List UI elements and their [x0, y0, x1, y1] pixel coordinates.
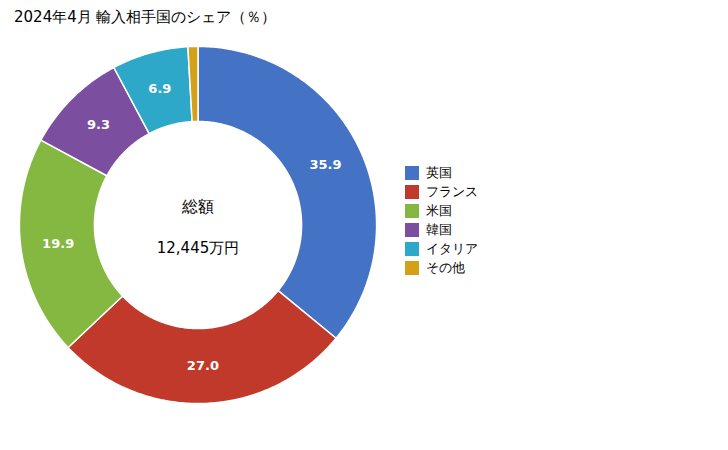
svg-text:35.9: 35.9	[309, 157, 341, 172]
html-text:米国: 米国	[425, 203, 452, 219]
html-text:韓国: 韓国	[425, 222, 452, 238]
html-text:2024年4月 輸入相手国のシェア（％）: 2024年4月 輸入相手国のシェア（％）	[14, 8, 277, 26]
svg-text:12,445万円: 12,445万円	[157, 239, 240, 257]
html-text:その他: その他	[425, 260, 465, 276]
svg-text:総額: 総額	[181, 197, 214, 216]
html-text:英国: 英国	[425, 165, 452, 181]
svg-text:6.9: 6.9	[148, 81, 171, 96]
svg-text:19.9: 19.9	[42, 236, 74, 251]
svg-text:9.3: 9.3	[87, 117, 110, 132]
html-text:フランス: フランス	[425, 184, 478, 200]
svg-text:27.0: 27.0	[187, 358, 219, 373]
html-text:イタリア: イタリア	[425, 241, 478, 257]
